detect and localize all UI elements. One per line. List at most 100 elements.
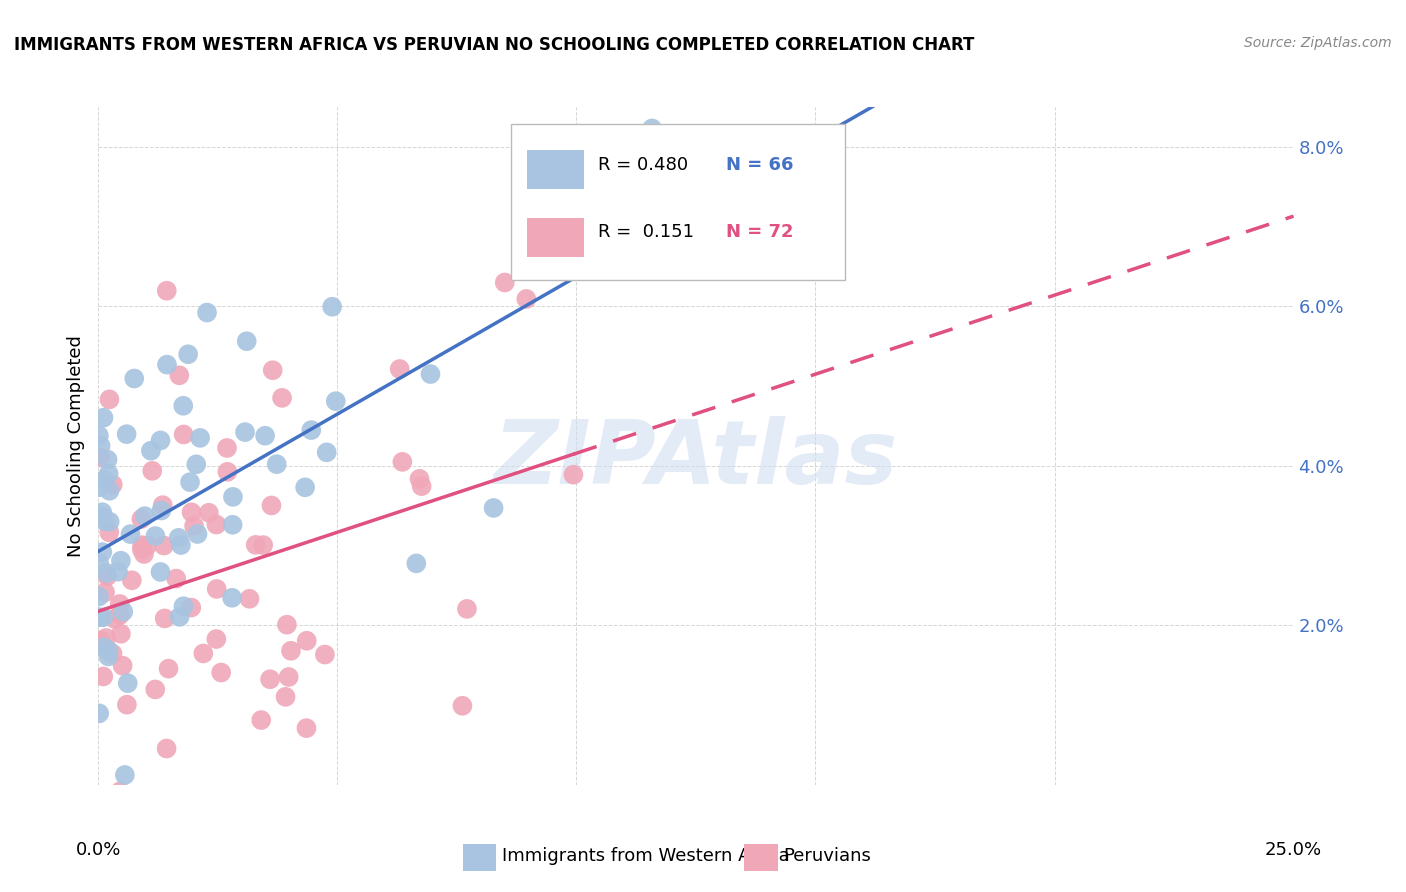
- Point: [173, 427, 195, 442]
- Point: [93, 640, 115, 655]
- Point: [262, 363, 284, 377]
- Point: [177, 347, 200, 361]
- Point: [260, 499, 283, 513]
- Point: [87, 590, 110, 604]
- Point: [145, 529, 167, 543]
- Point: [180, 505, 202, 519]
- Point: [280, 644, 302, 658]
- Point: [169, 610, 191, 624]
- Point: [153, 539, 176, 553]
- Point: [94, 514, 117, 528]
- Point: [456, 602, 478, 616]
- Point: [271, 391, 294, 405]
- Point: [104, 612, 127, 626]
- Point: [315, 445, 337, 459]
- Point: [186, 527, 208, 541]
- Point: [276, 617, 298, 632]
- Point: [259, 672, 281, 686]
- Point: [141, 464, 163, 478]
- Point: [235, 334, 257, 349]
- Point: [295, 721, 318, 735]
- Point: [110, 627, 132, 641]
- Point: [167, 531, 190, 545]
- FancyBboxPatch shape: [510, 124, 845, 280]
- Point: [112, 605, 135, 619]
- Point: [143, 682, 166, 697]
- Point: [188, 431, 211, 445]
- Point: [274, 690, 297, 704]
- FancyBboxPatch shape: [527, 219, 583, 257]
- Point: [266, 457, 288, 471]
- Point: [120, 527, 142, 541]
- Point: [198, 506, 221, 520]
- Point: [115, 427, 138, 442]
- Point: [98, 515, 121, 529]
- Point: [157, 662, 180, 676]
- Point: [115, 698, 138, 712]
- Point: [169, 368, 191, 383]
- Point: [96, 569, 118, 583]
- Point: [87, 428, 110, 442]
- Text: N = 72: N = 72: [725, 224, 793, 242]
- Point: [419, 367, 441, 381]
- Point: [314, 648, 336, 662]
- Point: [89, 450, 111, 465]
- Point: [150, 503, 173, 517]
- Point: [91, 669, 114, 683]
- Point: [388, 362, 411, 376]
- Point: [217, 465, 239, 479]
- Point: [87, 635, 110, 649]
- Point: [89, 706, 111, 721]
- Point: [131, 542, 153, 557]
- Point: [515, 292, 537, 306]
- Text: ZIPAtlas: ZIPAtlas: [494, 416, 898, 503]
- Point: [97, 643, 120, 657]
- Point: [179, 475, 201, 490]
- Point: [149, 434, 172, 448]
- Point: [112, 789, 135, 804]
- Point: [131, 538, 153, 552]
- Point: [90, 439, 112, 453]
- Point: [114, 768, 136, 782]
- Point: [277, 670, 299, 684]
- Point: [89, 633, 111, 648]
- Point: [156, 358, 179, 372]
- Point: [172, 399, 194, 413]
- Point: [165, 572, 187, 586]
- Point: [152, 498, 174, 512]
- Point: [205, 632, 228, 646]
- Point: [121, 574, 143, 588]
- Point: [195, 305, 218, 319]
- Point: [294, 480, 316, 494]
- Point: [136, 539, 159, 553]
- Point: [325, 394, 347, 409]
- Point: [97, 467, 120, 481]
- Point: [91, 505, 114, 519]
- Point: [111, 658, 134, 673]
- Text: Source: ZipAtlas.com: Source: ZipAtlas.com: [1244, 36, 1392, 50]
- Point: [391, 455, 413, 469]
- Point: [91, 610, 114, 624]
- Point: [183, 519, 205, 533]
- Point: [170, 538, 193, 552]
- Point: [94, 585, 117, 599]
- Point: [299, 423, 322, 437]
- Point: [408, 472, 430, 486]
- Point: [222, 490, 245, 504]
- Point: [172, 599, 194, 614]
- Point: [108, 608, 131, 623]
- Text: Peruvians: Peruvians: [783, 847, 872, 865]
- Text: R = 0.480: R = 0.480: [598, 156, 688, 174]
- Point: [221, 517, 243, 532]
- Point: [96, 631, 118, 645]
- Point: [117, 676, 139, 690]
- Text: IMMIGRANTS FROM WESTERN AFRICA VS PERUVIAN NO SCHOOLING COMPLETED CORRELATION CH: IMMIGRANTS FROM WESTERN AFRICA VS PERUVI…: [14, 36, 974, 54]
- Point: [411, 479, 433, 493]
- Point: [562, 467, 585, 482]
- Point: [98, 483, 121, 498]
- Point: [97, 649, 120, 664]
- Point: [451, 698, 474, 713]
- Point: [87, 480, 110, 494]
- Point: [209, 665, 232, 680]
- Point: [101, 477, 124, 491]
